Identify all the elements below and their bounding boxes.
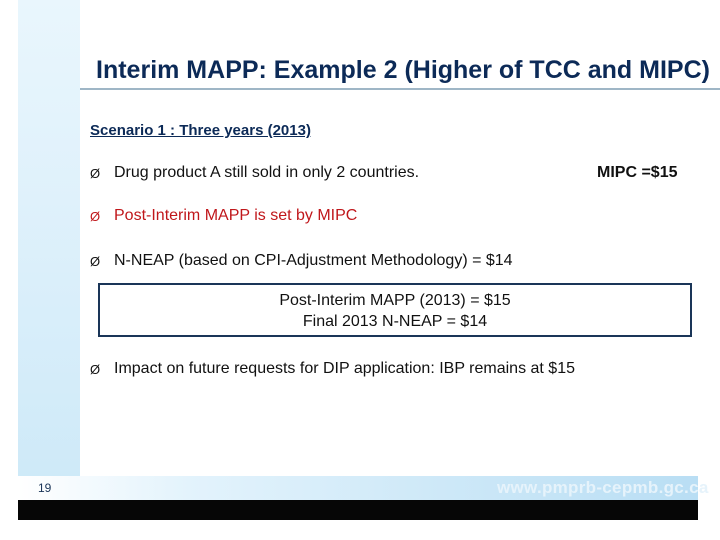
bullet-impact: Ø Impact on future requests for DIP appl… bbox=[90, 360, 575, 378]
left-decorative-band bbox=[18, 0, 80, 500]
bullet-drug-product: Ø Drug product A still sold in only 2 co… bbox=[90, 164, 419, 182]
bullet-text: Impact on future requests for DIP applic… bbox=[114, 360, 575, 377]
website-url: www.pmprb-cepmb.gc.ca bbox=[497, 478, 709, 497]
slide-title: Interim MAPP: Example 2 (Higher of TCC a… bbox=[96, 56, 710, 84]
title-divider bbox=[80, 88, 720, 90]
mipc-note: MIPC =$15 bbox=[597, 164, 678, 181]
result-final-n-neap: Final 2013 N-NEAP = $14 bbox=[302, 313, 488, 330]
page-number: 19 bbox=[38, 481, 52, 495]
bullet-arrow-icon: Ø bbox=[90, 253, 101, 269]
bullet-arrow-icon: Ø bbox=[90, 361, 101, 377]
bullet-text: N-NEAP (based on CPI-Adjustment Methodol… bbox=[114, 252, 513, 269]
result-post-interim-mapp: Post-Interim MAPP (2013) = $15 bbox=[279, 292, 511, 309]
scenario-heading: Scenario 1 : Three years (2013) bbox=[90, 122, 311, 139]
bullet-n-neap: Ø N-NEAP (based on CPI-Adjustment Method… bbox=[90, 252, 513, 270]
bullet-text: Post-Interim MAPP is set by MIPC bbox=[114, 207, 358, 224]
bullet-set-by-mipc: Ø Post-Interim MAPP is set by MIPC bbox=[90, 207, 357, 225]
result-box: Post-Interim MAPP (2013) = $15 Final 201… bbox=[98, 283, 692, 337]
bullet-arrow-icon: Ø bbox=[90, 208, 101, 224]
bottom-bar bbox=[18, 500, 698, 520]
bullet-arrow-icon: Ø bbox=[90, 165, 101, 181]
bullet-text: Drug product A still sold in only 2 coun… bbox=[114, 164, 420, 181]
footer-bar bbox=[18, 476, 698, 500]
